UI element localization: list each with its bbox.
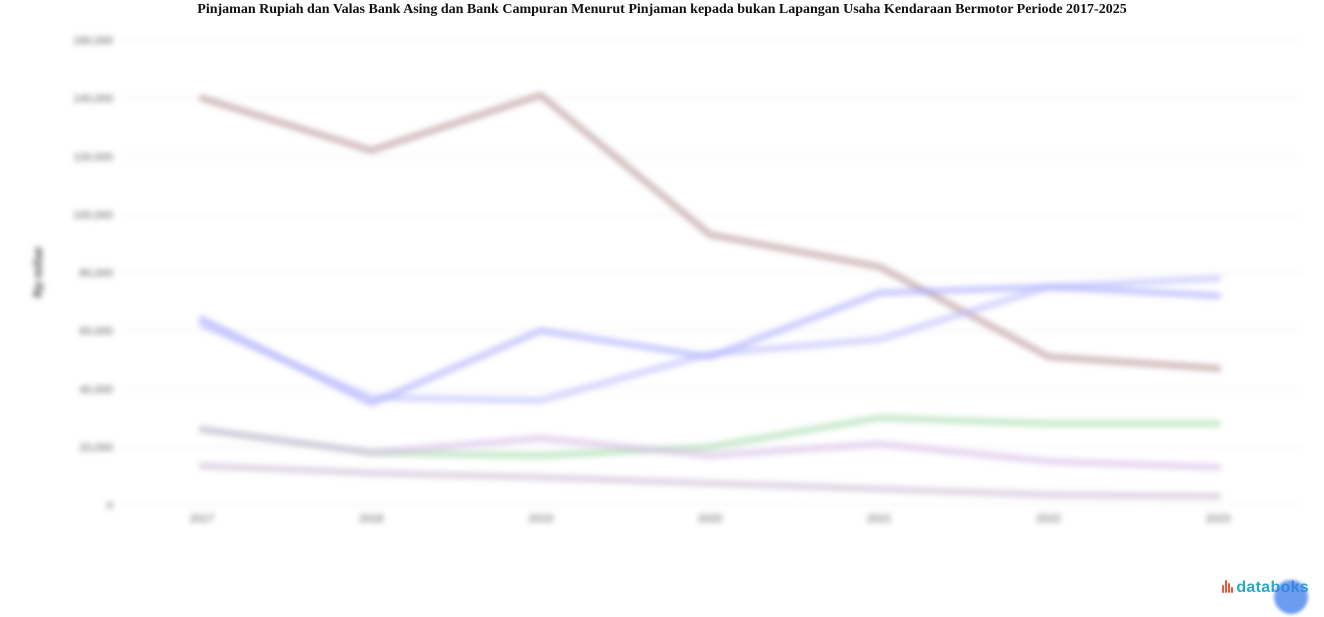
y-tick-label: 60,000 xyxy=(79,326,113,338)
x-axis: 2017 2018 2019 2020 2021 2022 2023 xyxy=(190,513,1230,525)
series-line-1[interactable] xyxy=(198,91,1222,372)
y-tick-label: 140,000 xyxy=(73,93,113,105)
y-tick-label: 160,000 xyxy=(73,35,113,47)
y-tick-label: 0 xyxy=(107,500,113,512)
plot-area: 0 20,000 40,000 60,000 80,000 100,000 120,000 1… xyxy=(31,35,1302,525)
series-line-2[interactable] xyxy=(198,283,1222,407)
y-tick-label: 120,000 xyxy=(73,151,113,163)
x-tick-label: 2023 xyxy=(1206,513,1230,525)
x-tick-label: 2018 xyxy=(359,513,383,525)
x-tick-label: 2019 xyxy=(528,513,552,525)
x-tick-label: 2022 xyxy=(1036,513,1060,525)
y-tick-label: 40,000 xyxy=(79,384,113,396)
series-line-3[interactable] xyxy=(198,274,1222,404)
grid-lines xyxy=(120,39,1302,506)
y-tick-label: 100,000 xyxy=(73,209,113,221)
chat-bubble-button[interactable] xyxy=(1274,580,1308,614)
y-axis-title: Rp miliar xyxy=(31,246,45,298)
series-lines xyxy=(198,91,1222,500)
y-tick-label: 20,000 xyxy=(79,442,113,454)
databoks-bars-icon xyxy=(1222,579,1234,593)
x-tick-label: 2020 xyxy=(698,513,722,525)
x-tick-label: 2021 xyxy=(867,513,891,525)
series-line-5[interactable] xyxy=(198,425,1222,471)
chart-title: Pinjaman Rupiah dan Valas Bank Asing dan… xyxy=(197,2,1127,17)
x-tick-label: 2017 xyxy=(190,513,214,525)
y-axis: 0 20,000 40,000 60,000 80,000 100,000 120,000 1… xyxy=(73,35,113,512)
series-line-6[interactable] xyxy=(198,462,1222,500)
y-tick-label: 80,000 xyxy=(79,268,113,280)
